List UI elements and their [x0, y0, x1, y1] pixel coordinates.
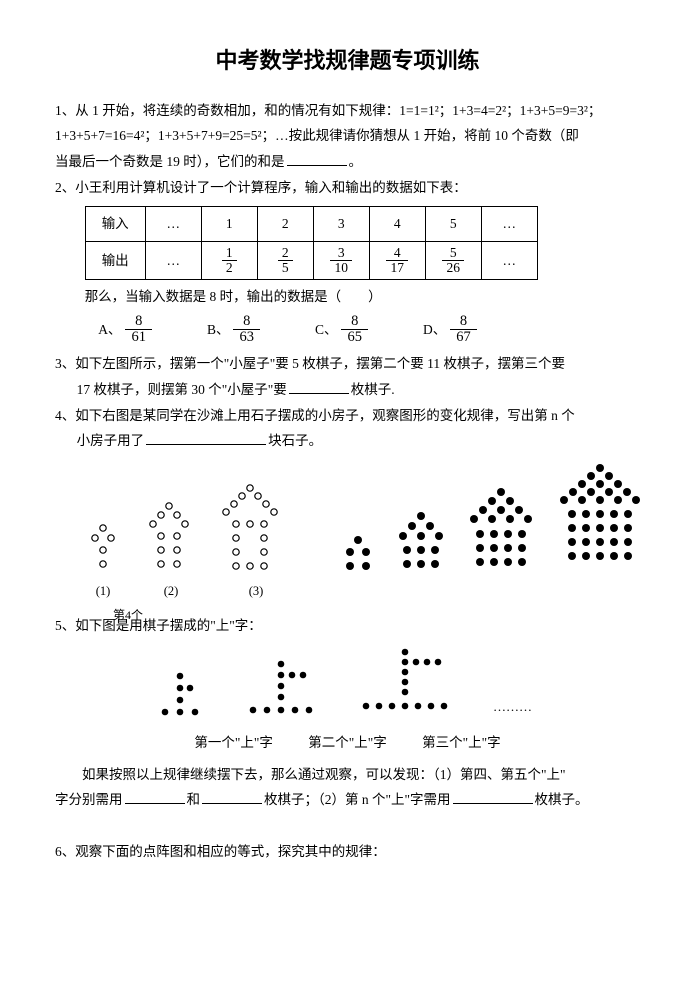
- q5-l3a: 字分别需用: [55, 792, 123, 807]
- q3-labels: (1) (2) (3): [85, 580, 640, 604]
- q4-line2-pre: 小房子用了: [77, 433, 145, 448]
- q2-opt-a: A、861: [98, 314, 152, 345]
- q2-out-3-n: 3: [330, 246, 352, 261]
- q4-blank: [146, 431, 266, 446]
- q2-row-out: 输出 … 12 25 310 417 526 …: [85, 242, 537, 280]
- q5-blank3: [453, 790, 533, 805]
- q2-opt-c: C、865: [315, 314, 368, 345]
- house-open-3: [215, 482, 280, 578]
- shang-1: [155, 670, 205, 720]
- q2-row-in: 输入 … 1 2 3 4 5 …: [85, 207, 537, 242]
- q5-lab2: 第二个"上"字: [308, 735, 387, 750]
- house-open-1: [85, 520, 119, 578]
- q2-opt-b: B、863: [207, 314, 260, 345]
- q2-a-d: 61: [125, 330, 152, 345]
- q2-out-1: 12: [201, 242, 257, 280]
- q1-line3-pre: 当最后一个奇数是 19 时），它们的和是: [55, 154, 285, 169]
- q2-table: 输入 … 1 2 3 4 5 … 输出 … 12 25 310 417 526 …: [85, 206, 538, 280]
- q5-blank2: [202, 790, 262, 805]
- q2-head-in: 输入: [85, 207, 145, 242]
- q2-head-out: 输出: [85, 242, 145, 280]
- q5-labels: 第一个"上"字 第二个"上"字 第三个"上"字: [55, 730, 640, 756]
- q1-line3: 当最后一个奇数是 19 时），它们的和是 。: [55, 149, 640, 175]
- q2-out-4: 417: [369, 242, 425, 280]
- q2-d-d: 67: [450, 330, 477, 345]
- q2-out-2: 25: [257, 242, 313, 280]
- q2-out-4-n: 4: [386, 246, 408, 261]
- q2-d-n: 8: [450, 314, 477, 330]
- q4-line1: 4、如下右图是某同学在沙滩上用石子摆成的小房子，观察图形的变化规律，写出第 n …: [55, 403, 640, 429]
- q1-line3-post: 。: [349, 154, 363, 169]
- house-solid-4: [554, 462, 640, 578]
- q2-out-2-d: 5: [278, 261, 293, 275]
- q5-figures: ………: [155, 646, 640, 720]
- q5-blank1: [125, 790, 185, 805]
- q3-line2-pre: 17 枚棋子，则摆第 30 个"小屋子"要: [77, 382, 287, 397]
- q2-out-dots1: …: [145, 242, 201, 280]
- q2-options: A、861 B、863 C、865 D、867: [55, 314, 640, 345]
- q1-line2: 1+3+5+7=16=4²；1+3+5+7+9=25=5²；…按此规律请你猜想从…: [55, 123, 640, 149]
- q4-line2-post: 块石子。: [268, 433, 322, 448]
- house-solid-1: [341, 534, 373, 578]
- q2-out-2-n: 2: [278, 246, 293, 261]
- q2-out-dots2: …: [481, 242, 537, 280]
- q2-out-1-n: 1: [222, 246, 237, 261]
- q2-out-5: 526: [425, 242, 481, 280]
- q2-in-5: 5: [425, 207, 481, 242]
- q2-in-dots2: …: [481, 207, 537, 242]
- q5-l3d: 枚棋子。: [535, 792, 589, 807]
- q2-in-dots1: …: [145, 207, 201, 242]
- q2-table-wrap: 输入 … 1 2 3 4 5 … 输出 … 12 25 310 417 526 …: [55, 206, 640, 280]
- q2-line1: 2、小王利用计算机设计了一个计算程序，输入和输出的数据如下表：: [55, 175, 640, 201]
- house-solid-2: [395, 510, 444, 578]
- shang-2: [245, 658, 317, 720]
- q3-line2-post: 枚棋子.: [351, 382, 395, 397]
- q5-lab3: 第三个"上"字: [422, 735, 501, 750]
- q2-b-n: 8: [233, 314, 260, 330]
- q2-b-d: 63: [233, 330, 260, 345]
- q2-c-n: 8: [341, 314, 368, 330]
- q2-after: 那么，当输入数据是 8 时，输出的数据是（ ）: [55, 284, 640, 310]
- q4-line2: 小房子用了 块石子。: [55, 428, 640, 454]
- q2-out-5-d: 26: [442, 261, 464, 275]
- q1-blank: [287, 151, 347, 166]
- q2-a-n: 8: [125, 314, 152, 330]
- q5-line2: 如果按照以上规律继续摆下去，那么通过观察，可以发现：（1）第四、第五个"上": [55, 762, 640, 788]
- q5-l3c: 枚棋子；（2）第 n 个"上"字需用: [264, 792, 451, 807]
- q6-line1: 6、观察下面的点阵图和相应的等式，探究其中的规律：: [55, 839, 640, 865]
- q1-line1: 1、从 1 开始，将连续的奇数相加，和的情况有如下规律：1=1=1²；1+3=4…: [55, 98, 640, 124]
- q3-line2: 17 枚棋子，则摆第 30 个"小屋子"要 枚棋子.: [55, 377, 640, 403]
- page-title: 中考数学找规律题专项训练: [55, 40, 640, 82]
- q2-out-3: 310: [313, 242, 369, 280]
- q2-c-d: 65: [341, 330, 368, 345]
- q3-blank: [289, 379, 349, 394]
- q5-l3b: 和: [187, 792, 201, 807]
- q3-line1: 3、如下左图所示，摆第一个"小屋子"要 5 枚棋子，摆第二个要 11 枚棋子，摆…: [55, 351, 640, 377]
- q2-in-3: 3: [313, 207, 369, 242]
- q5-ellipsis: ………: [493, 695, 532, 720]
- q5-line3: 字分别需用 和 枚棋子；（2）第 n 个"上"字需用 枚棋子。: [55, 787, 640, 813]
- q2-out-5-n: 5: [442, 246, 464, 261]
- q5-lab1: 第一个"上"字: [194, 735, 273, 750]
- q2-in-4: 4: [369, 207, 425, 242]
- q2-in-2: 2: [257, 207, 313, 242]
- house-open-2: [141, 500, 193, 578]
- q5-line1: 5、如下图是用棋子摆成的"上"字：: [55, 613, 640, 639]
- house-solid-3: [465, 486, 532, 578]
- q3-lab1: (1): [85, 580, 121, 604]
- q2-out-1-d: 2: [222, 261, 237, 275]
- q2-out-3-d: 10: [330, 261, 352, 275]
- q3q4-figures: [85, 462, 640, 578]
- q2-in-1: 1: [201, 207, 257, 242]
- q2-out-4-d: 17: [386, 261, 408, 275]
- q3-lab2: (2): [143, 580, 199, 604]
- shang-3: [357, 646, 453, 720]
- q3-lab3: (3): [221, 580, 291, 604]
- q2-opt-d: D、867: [423, 314, 477, 345]
